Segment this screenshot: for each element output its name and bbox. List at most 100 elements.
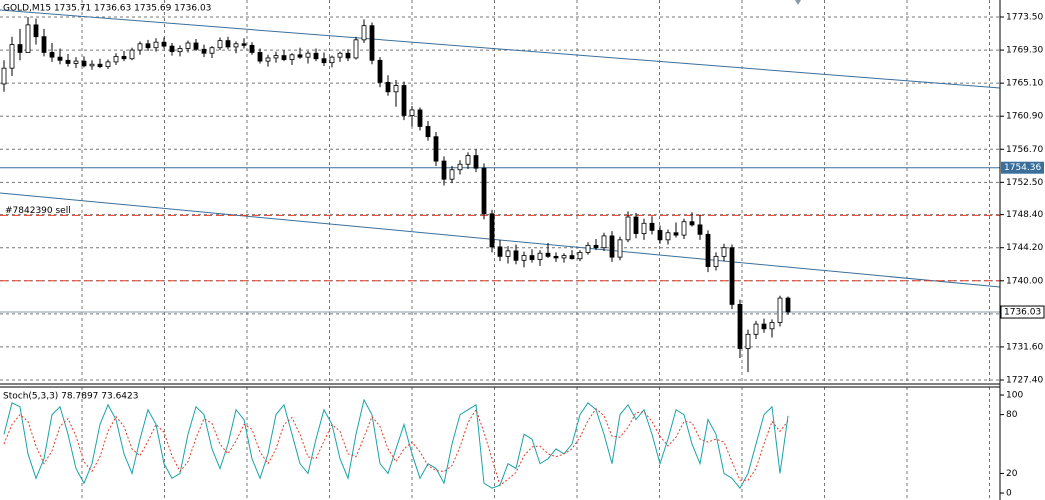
candle-body	[737, 303, 743, 349]
price-level-box	[1001, 161, 1044, 174]
candle-body	[113, 55, 119, 63]
candle-body	[721, 247, 727, 257]
candle-body	[49, 52, 55, 58]
candle-body	[337, 52, 343, 58]
candle-body	[441, 160, 447, 180]
candle-body	[457, 163, 463, 171]
candle-body	[425, 126, 431, 138]
candle-body	[153, 41, 159, 49]
candle-body	[65, 59, 71, 64]
y-tick-label: 1744.20	[1006, 243, 1043, 253]
candle-body	[129, 49, 135, 60]
candle-body	[361, 25, 367, 41]
candle-body	[401, 85, 407, 116]
candle-body	[281, 55, 287, 60]
candle-body	[377, 59, 383, 83]
candle-body	[249, 44, 255, 53]
y-tick-label: 1752.50	[1006, 178, 1043, 188]
current-price-label: 1736.03	[1004, 308, 1041, 318]
candle-body	[345, 52, 351, 59]
candle-body	[481, 167, 487, 215]
candle-body	[489, 213, 495, 248]
candle-body	[289, 54, 295, 60]
candle-body	[177, 48, 183, 53]
order-label: #7842390 sell	[5, 206, 71, 216]
current-price-box	[1000, 305, 1045, 319]
y-tick-label: 1765.10	[1006, 79, 1043, 89]
candle-body	[73, 60, 79, 64]
candle-body	[689, 221, 695, 226]
trend-line	[0, 9, 1001, 89]
candle-body	[705, 233, 711, 268]
candle-body	[97, 63, 103, 68]
candle-body	[697, 224, 703, 235]
candle-body	[673, 232, 679, 236]
candle-body	[57, 56, 63, 61]
candle-body	[297, 54, 303, 58]
candle-body	[649, 222, 655, 231]
candle-body	[257, 52, 263, 62]
candle-body	[569, 255, 575, 260]
y-tick-label: 100	[1006, 391, 1023, 401]
candle-body	[601, 235, 607, 249]
candle-body	[753, 323, 759, 335]
candle-body	[321, 58, 327, 64]
candle-body	[273, 55, 279, 59]
candle-body	[553, 255, 559, 259]
candle-body	[745, 333, 751, 349]
candle-body	[521, 255, 527, 261]
candle-body	[217, 40, 223, 49]
candle-body	[329, 56, 335, 64]
candle-body	[169, 45, 175, 53]
candle-body	[81, 60, 87, 67]
candle-body	[729, 247, 735, 305]
candle-body	[265, 57, 271, 62]
candle-body	[41, 36, 47, 53]
candle-body	[513, 250, 519, 261]
price-level-label: 1754.36	[1004, 163, 1041, 173]
candle-body	[313, 52, 319, 60]
candle-body	[769, 322, 775, 330]
y-tick-label: 20	[1006, 469, 1018, 479]
candle-body	[233, 43, 239, 48]
candle-body	[449, 169, 455, 180]
indicator-line	[3, 398, 789, 490]
candle-body	[121, 55, 127, 60]
y-tick-label: 1740.00	[1006, 276, 1043, 286]
candle-body	[625, 216, 631, 241]
y-tick-label: 0	[1006, 489, 1012, 499]
candle-body	[369, 25, 375, 61]
candle-body	[473, 155, 479, 169]
candle-body	[641, 222, 647, 234]
candle-body	[681, 221, 687, 236]
candle-body	[633, 216, 639, 234]
candle-body	[609, 235, 615, 258]
candle-body	[537, 252, 543, 260]
candle-body	[561, 255, 567, 259]
candle-body	[105, 61, 111, 68]
candle-body	[545, 252, 551, 257]
indicator-title: Stoch(5,3,3) 78.7897 73.6423	[3, 392, 138, 402]
candle-body	[657, 229, 663, 241]
candle-body	[89, 63, 95, 67]
candle-body	[761, 323, 767, 330]
candle-body	[17, 44, 23, 53]
y-tick-label: 80	[1006, 410, 1018, 420]
shift-marker	[795, 0, 801, 5]
candle-body	[305, 52, 311, 58]
y-tick-label: 1769.30	[1006, 46, 1043, 56]
candle-body	[585, 244, 591, 253]
candle-body	[1, 67, 7, 85]
candle-body	[225, 40, 231, 48]
plot: #7842390 sell	[0, 9, 1001, 490]
candle-body	[25, 24, 31, 53]
candle-body	[713, 255, 719, 268]
candle-body	[593, 244, 599, 249]
candle-body	[185, 42, 191, 49]
candle-body	[209, 47, 215, 54]
candle-body	[193, 42, 199, 50]
candle-body	[529, 255, 535, 260]
candle-body	[417, 109, 423, 127]
